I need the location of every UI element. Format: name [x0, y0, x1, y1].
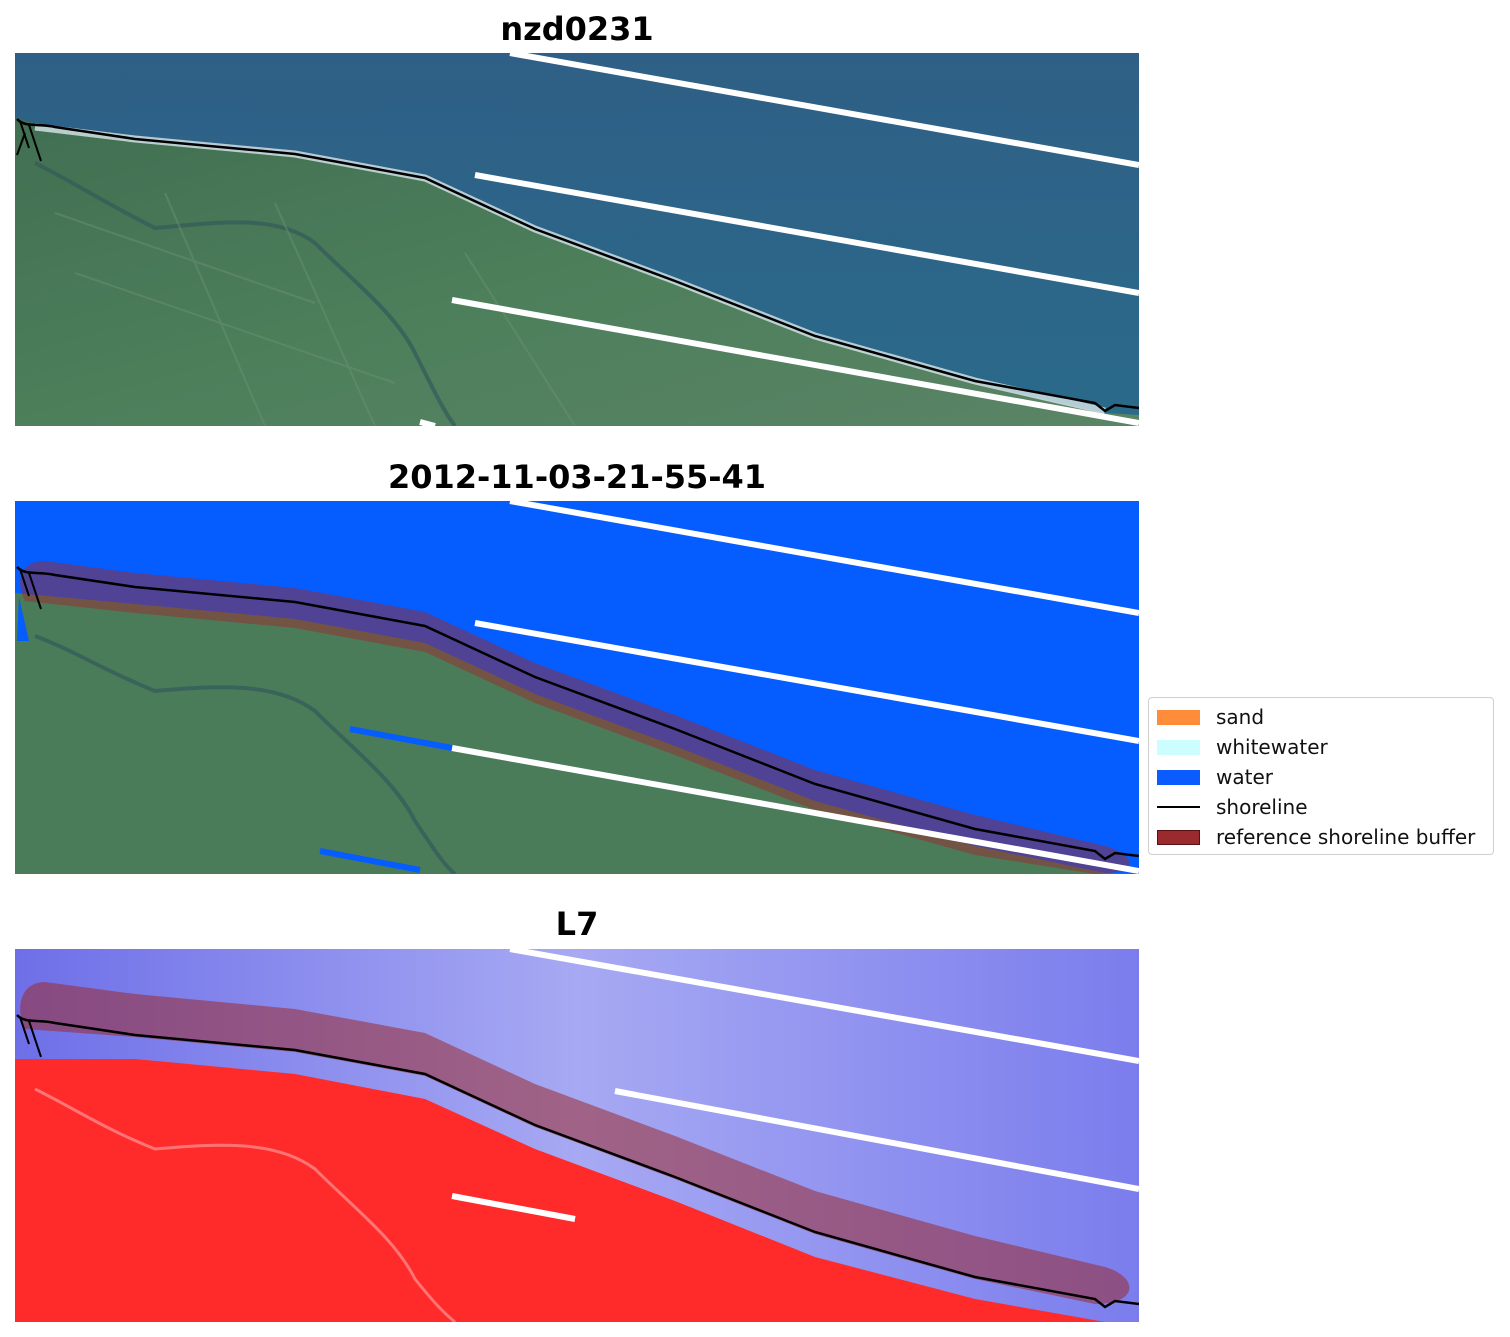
panel-title-1: nzd0231 [500, 10, 654, 48]
index-land [15, 1059, 1105, 1322]
sand-swatch [1157, 710, 1200, 725]
river [34, 161, 457, 426]
shoreline-swatch [1157, 806, 1200, 808]
transects [451, 501, 1139, 874]
legend-label-sand: sand [1216, 705, 1265, 729]
land-area [15, 593, 1139, 874]
map-legend: sand whitewater water shoreline referenc… [1148, 697, 1494, 855]
map-panel-index [15, 949, 1139, 1322]
shoreline-inlet [19, 1016, 42, 1058]
legend-item-water: water [1149, 762, 1493, 792]
legend-label-water: water [1216, 765, 1273, 789]
legend-item-whitewater: whitewater [1149, 732, 1493, 762]
shoreline-inlet [16, 120, 42, 162]
map-panel-classified [15, 501, 1139, 874]
legend-label-reference-buffer: reference shoreline buffer [1216, 825, 1476, 849]
reference-buffer [20, 561, 1130, 874]
reference-buffer-swatch [1157, 830, 1200, 845]
panel-title-3: L7 [555, 905, 599, 943]
reference-buffer [20, 982, 1130, 1304]
transects [451, 949, 1139, 1222]
river [34, 634, 457, 874]
transect-water-segments [319, 726, 453, 873]
shoreline-inlet [19, 568, 42, 610]
transects [419, 53, 1139, 426]
legend-item-shoreline: shoreline [1149, 792, 1493, 822]
legend-item-sand: sand [1149, 702, 1493, 732]
legend-label-shoreline: shoreline [1216, 795, 1308, 819]
whitewater-swatch [1157, 740, 1200, 755]
shoreline [16, 566, 1139, 861]
legend-label-whitewater: whitewater [1216, 735, 1328, 759]
map-panel-rgb [15, 53, 1139, 426]
water-swatch [1157, 770, 1200, 785]
shoreline [16, 118, 1139, 413]
shoreline [16, 1014, 1139, 1309]
legend-item-reference-buffer: reference shoreline buffer [1149, 822, 1493, 852]
water-patch-inlet [17, 597, 29, 641]
river-trace [34, 1087, 456, 1322]
field-lines [54, 192, 576, 426]
panel-title-2: 2012-11-03-21-55-41 [387, 458, 767, 496]
